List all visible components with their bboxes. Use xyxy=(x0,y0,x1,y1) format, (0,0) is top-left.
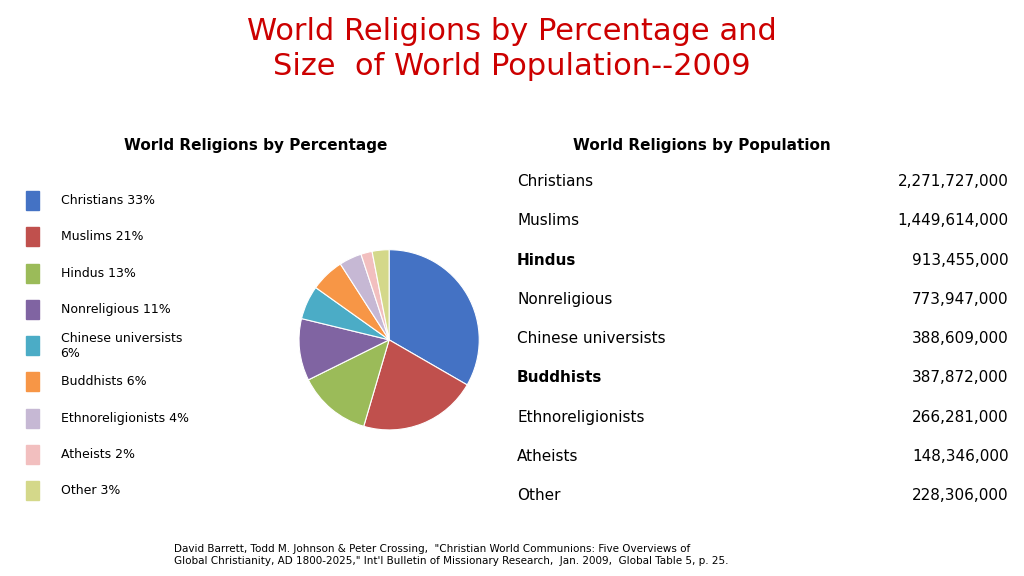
Text: David Barrett, Todd M. Johnson & Peter Crossing,  "Christian World Communions: F: David Barrett, Todd M. Johnson & Peter C… xyxy=(174,544,729,566)
Text: Buddhists: Buddhists xyxy=(517,370,602,385)
Text: World Religions by Percentage and
Size  of World Population--2009: World Religions by Percentage and Size o… xyxy=(247,17,777,81)
Text: 773,947,000: 773,947,000 xyxy=(912,292,1009,307)
Text: World Religions by Population: World Religions by Population xyxy=(572,138,830,153)
Wedge shape xyxy=(308,340,389,426)
Text: 387,872,000: 387,872,000 xyxy=(912,370,1009,385)
Text: Buddhists 6%: Buddhists 6% xyxy=(60,376,146,388)
Text: 266,281,000: 266,281,000 xyxy=(912,410,1009,425)
Text: Muslims: Muslims xyxy=(517,213,580,228)
Text: Christians: Christians xyxy=(517,174,593,189)
Bar xyxy=(27,191,39,210)
Text: 913,455,000: 913,455,000 xyxy=(912,252,1009,268)
Text: 148,346,000: 148,346,000 xyxy=(912,449,1009,464)
Wedge shape xyxy=(315,264,389,340)
Text: 228,306,000: 228,306,000 xyxy=(912,488,1009,503)
Text: Atheists: Atheists xyxy=(517,449,579,464)
Text: Hindus: Hindus xyxy=(517,252,577,268)
Bar xyxy=(27,373,39,392)
Wedge shape xyxy=(301,287,389,340)
Bar xyxy=(27,445,39,464)
Wedge shape xyxy=(372,250,389,340)
Wedge shape xyxy=(364,340,467,430)
Text: 388,609,000: 388,609,000 xyxy=(912,331,1009,346)
Text: Nonreligious: Nonreligious xyxy=(517,292,612,307)
Bar xyxy=(27,227,39,247)
Text: Other: Other xyxy=(517,488,560,503)
Text: Nonreligious 11%: Nonreligious 11% xyxy=(60,303,170,316)
Bar xyxy=(27,409,39,427)
Text: Hindus 13%: Hindus 13% xyxy=(60,267,135,279)
Text: Ethnoreligionists: Ethnoreligionists xyxy=(517,410,644,425)
Text: Chinese universists: Chinese universists xyxy=(517,331,666,346)
Wedge shape xyxy=(340,254,389,340)
Text: Atheists 2%: Atheists 2% xyxy=(60,448,134,461)
Text: Chinese universists
6%: Chinese universists 6% xyxy=(60,332,182,359)
Wedge shape xyxy=(389,250,479,385)
Text: Ethnoreligionists 4%: Ethnoreligionists 4% xyxy=(60,412,188,425)
Bar xyxy=(27,300,39,319)
Text: 2,271,727,000: 2,271,727,000 xyxy=(898,174,1009,189)
Text: World Religions by Percentage: World Religions by Percentage xyxy=(124,138,388,153)
Text: Muslims 21%: Muslims 21% xyxy=(60,230,143,243)
Text: Christians 33%: Christians 33% xyxy=(60,194,155,207)
Text: Other 3%: Other 3% xyxy=(60,484,120,497)
Bar xyxy=(27,481,39,500)
Text: 1,449,614,000: 1,449,614,000 xyxy=(898,213,1009,228)
Bar xyxy=(27,336,39,355)
Bar xyxy=(27,263,39,282)
Wedge shape xyxy=(299,319,389,380)
Wedge shape xyxy=(361,251,389,340)
